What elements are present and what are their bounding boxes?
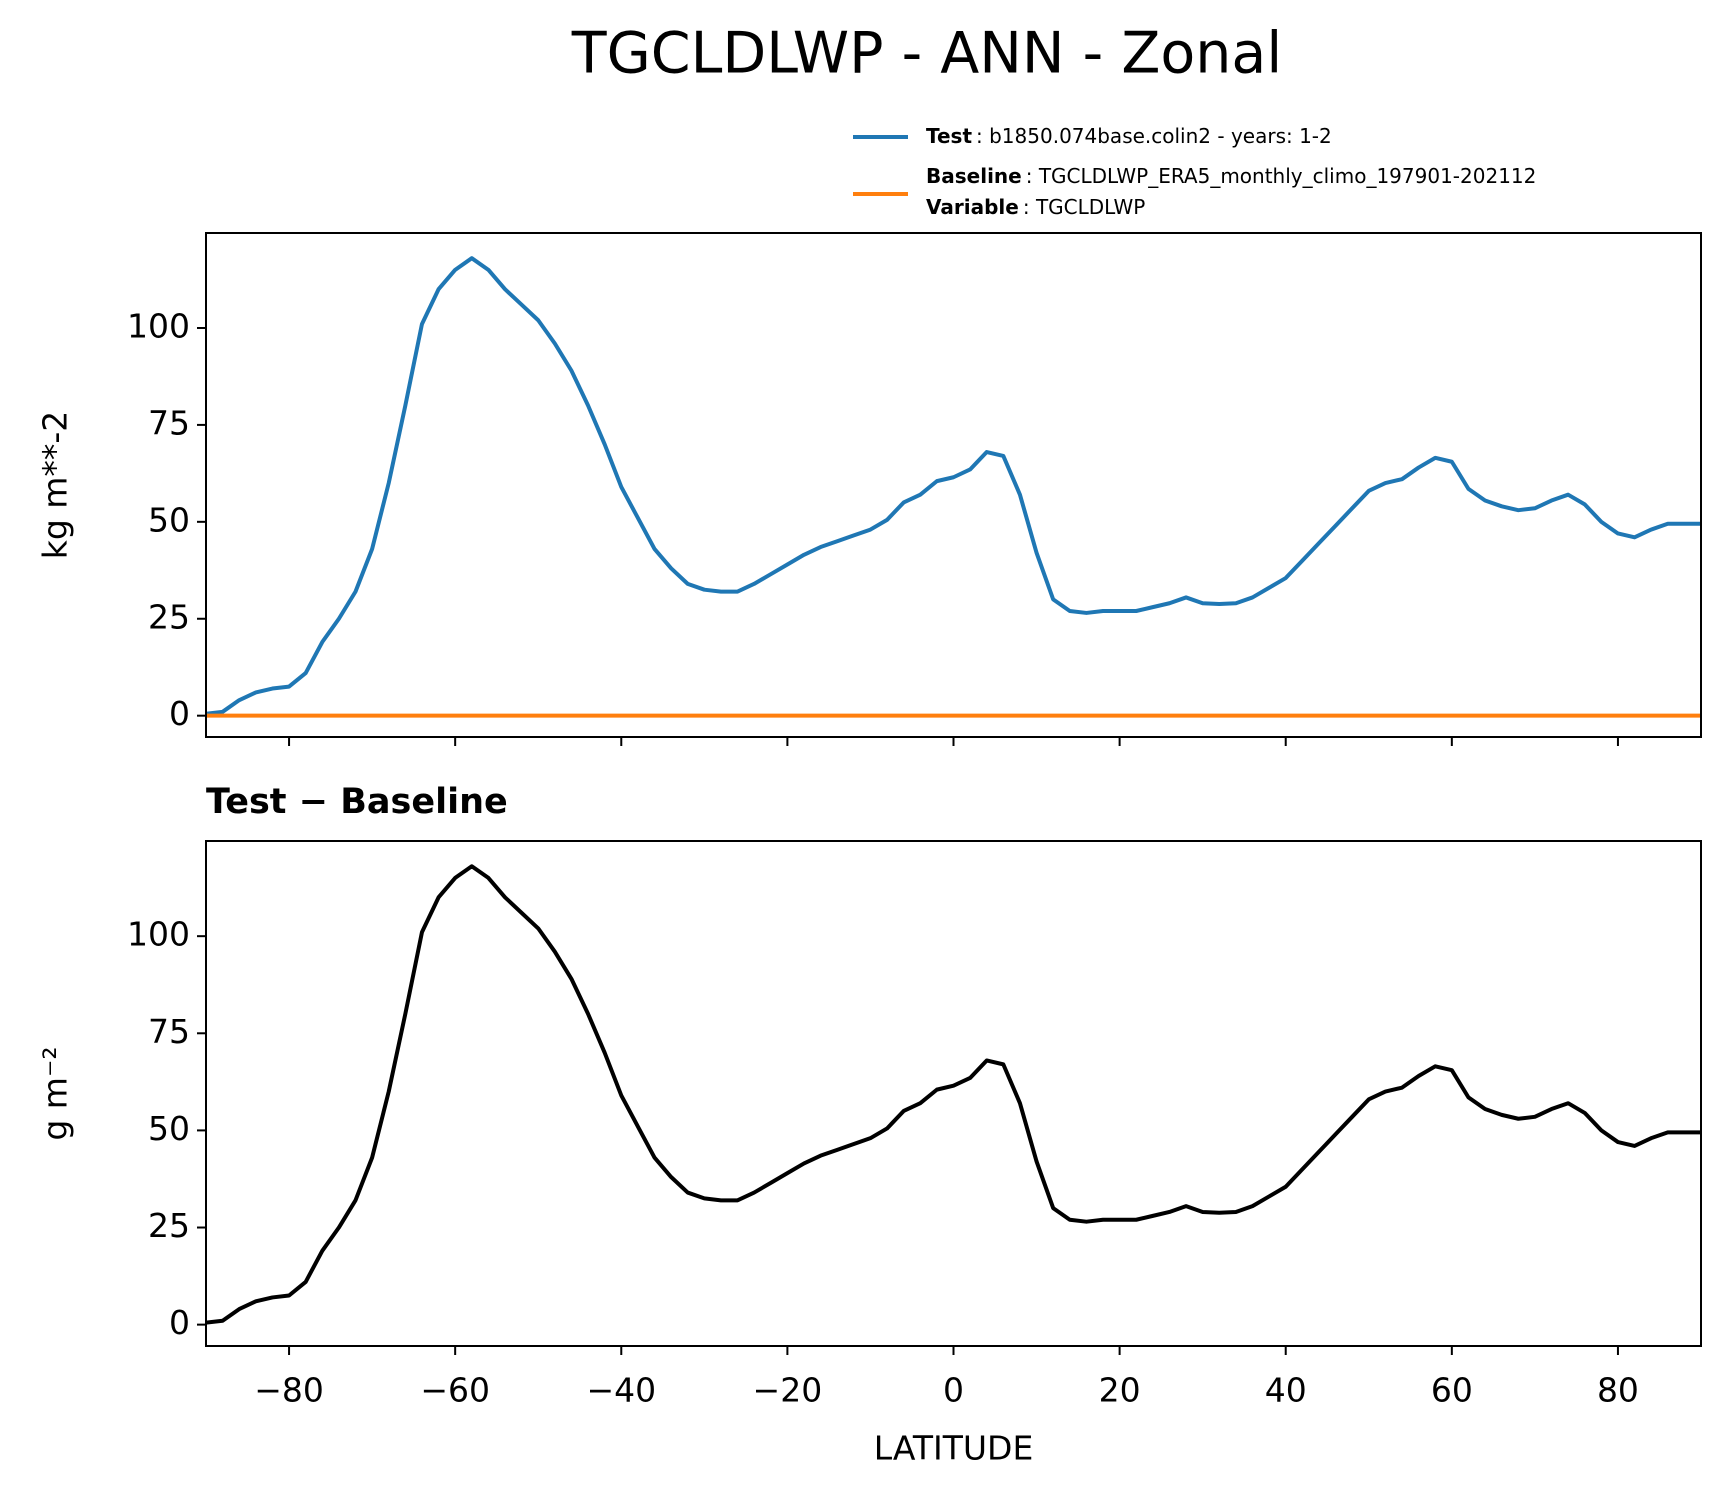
subplot-title: Test − Baseline bbox=[206, 782, 508, 822]
legend-name: Baseline bbox=[926, 164, 1022, 188]
y-tick-label: 25 bbox=[148, 597, 190, 636]
y-axis-label: g m⁻² bbox=[36, 1046, 75, 1140]
legend-name: Variable bbox=[926, 195, 1019, 219]
x-axis-label: LATITUDE bbox=[874, 1429, 1034, 1468]
axes-frame bbox=[205, 840, 1702, 1347]
y-tick-label: 100 bbox=[127, 915, 190, 954]
y-tick-label: 50 bbox=[148, 500, 190, 539]
y-tick-label: 50 bbox=[148, 1109, 190, 1148]
axes-frame bbox=[205, 232, 1702, 738]
plot-area bbox=[206, 864, 1701, 1325]
legend-entry: Test: b1850.074base.colin2 - years: 1-2 bbox=[926, 124, 1332, 148]
y-tick-label: 75 bbox=[148, 403, 190, 442]
x-tick-label: 60 bbox=[1431, 1371, 1473, 1410]
legend-name: Test bbox=[926, 124, 972, 148]
data-line bbox=[206, 256, 1701, 716]
y-tick-label: 75 bbox=[148, 1012, 190, 1051]
y-tick-label: 0 bbox=[169, 694, 190, 733]
x-tick-label: −20 bbox=[753, 1371, 823, 1410]
x-tick-label: 80 bbox=[1597, 1371, 1639, 1410]
x-tick-label: −40 bbox=[586, 1371, 656, 1410]
plot-area bbox=[206, 256, 1701, 718]
x-tick-label: 20 bbox=[1099, 1371, 1141, 1410]
legend-description: : TGCLDLWP_ERA5_monthly_climo_197901-202… bbox=[1026, 164, 1537, 188]
x-tick-label: 40 bbox=[1265, 1371, 1307, 1410]
y-tick-label: 100 bbox=[127, 306, 190, 345]
x-tick-label: 0 bbox=[943, 1371, 964, 1410]
legend-description: : TGCLDLWP bbox=[1023, 195, 1145, 219]
y-axis-label: kg m**-2 bbox=[36, 411, 75, 560]
legend-description: : b1850.074base.colin2 - years: 1-2 bbox=[976, 124, 1332, 148]
legend-entry: Baseline: TGCLDLWP_ERA5_monthly_climo_19… bbox=[926, 164, 1536, 188]
x-tick-label: −60 bbox=[420, 1371, 490, 1410]
chart-title: TGCLDLWP - ANN - Zonal bbox=[571, 21, 1282, 87]
y-tick-label: 25 bbox=[148, 1206, 190, 1245]
y-tick-label: 0 bbox=[169, 1303, 190, 1342]
legend-entry: Variable: TGCLDLWP bbox=[926, 195, 1145, 219]
data-line bbox=[206, 864, 1701, 1325]
x-tick-label: −80 bbox=[254, 1371, 324, 1410]
